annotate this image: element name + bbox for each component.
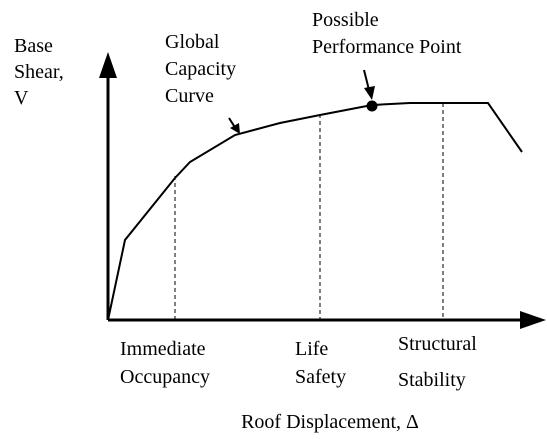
point-label: Possible [312,9,379,31]
x-axis-arrow [520,311,546,329]
curve-pointer-head [230,123,240,134]
y-axis-arrow [99,52,117,78]
curve-label: Curve [165,85,214,107]
level-label: Immediate [120,338,206,360]
y-label: Base [14,35,53,57]
performance-point [366,100,378,112]
level-label: Life [295,338,328,360]
level-label: Safety [295,366,346,388]
curve-label: Capacity [165,58,236,80]
pointer-arrowhead [364,86,375,100]
point-label: Performance Point [312,36,462,58]
capacity-curve [107,102,523,321]
level-label: Occupancy [120,366,210,388]
curve-label: Global [165,31,220,53]
y-label: V [14,87,29,109]
level-label: Stability [398,369,466,391]
y-label: Shear, [14,61,64,83]
level-label: Structural [398,333,477,355]
x-label: Roof Displacement, Δ [241,411,419,433]
